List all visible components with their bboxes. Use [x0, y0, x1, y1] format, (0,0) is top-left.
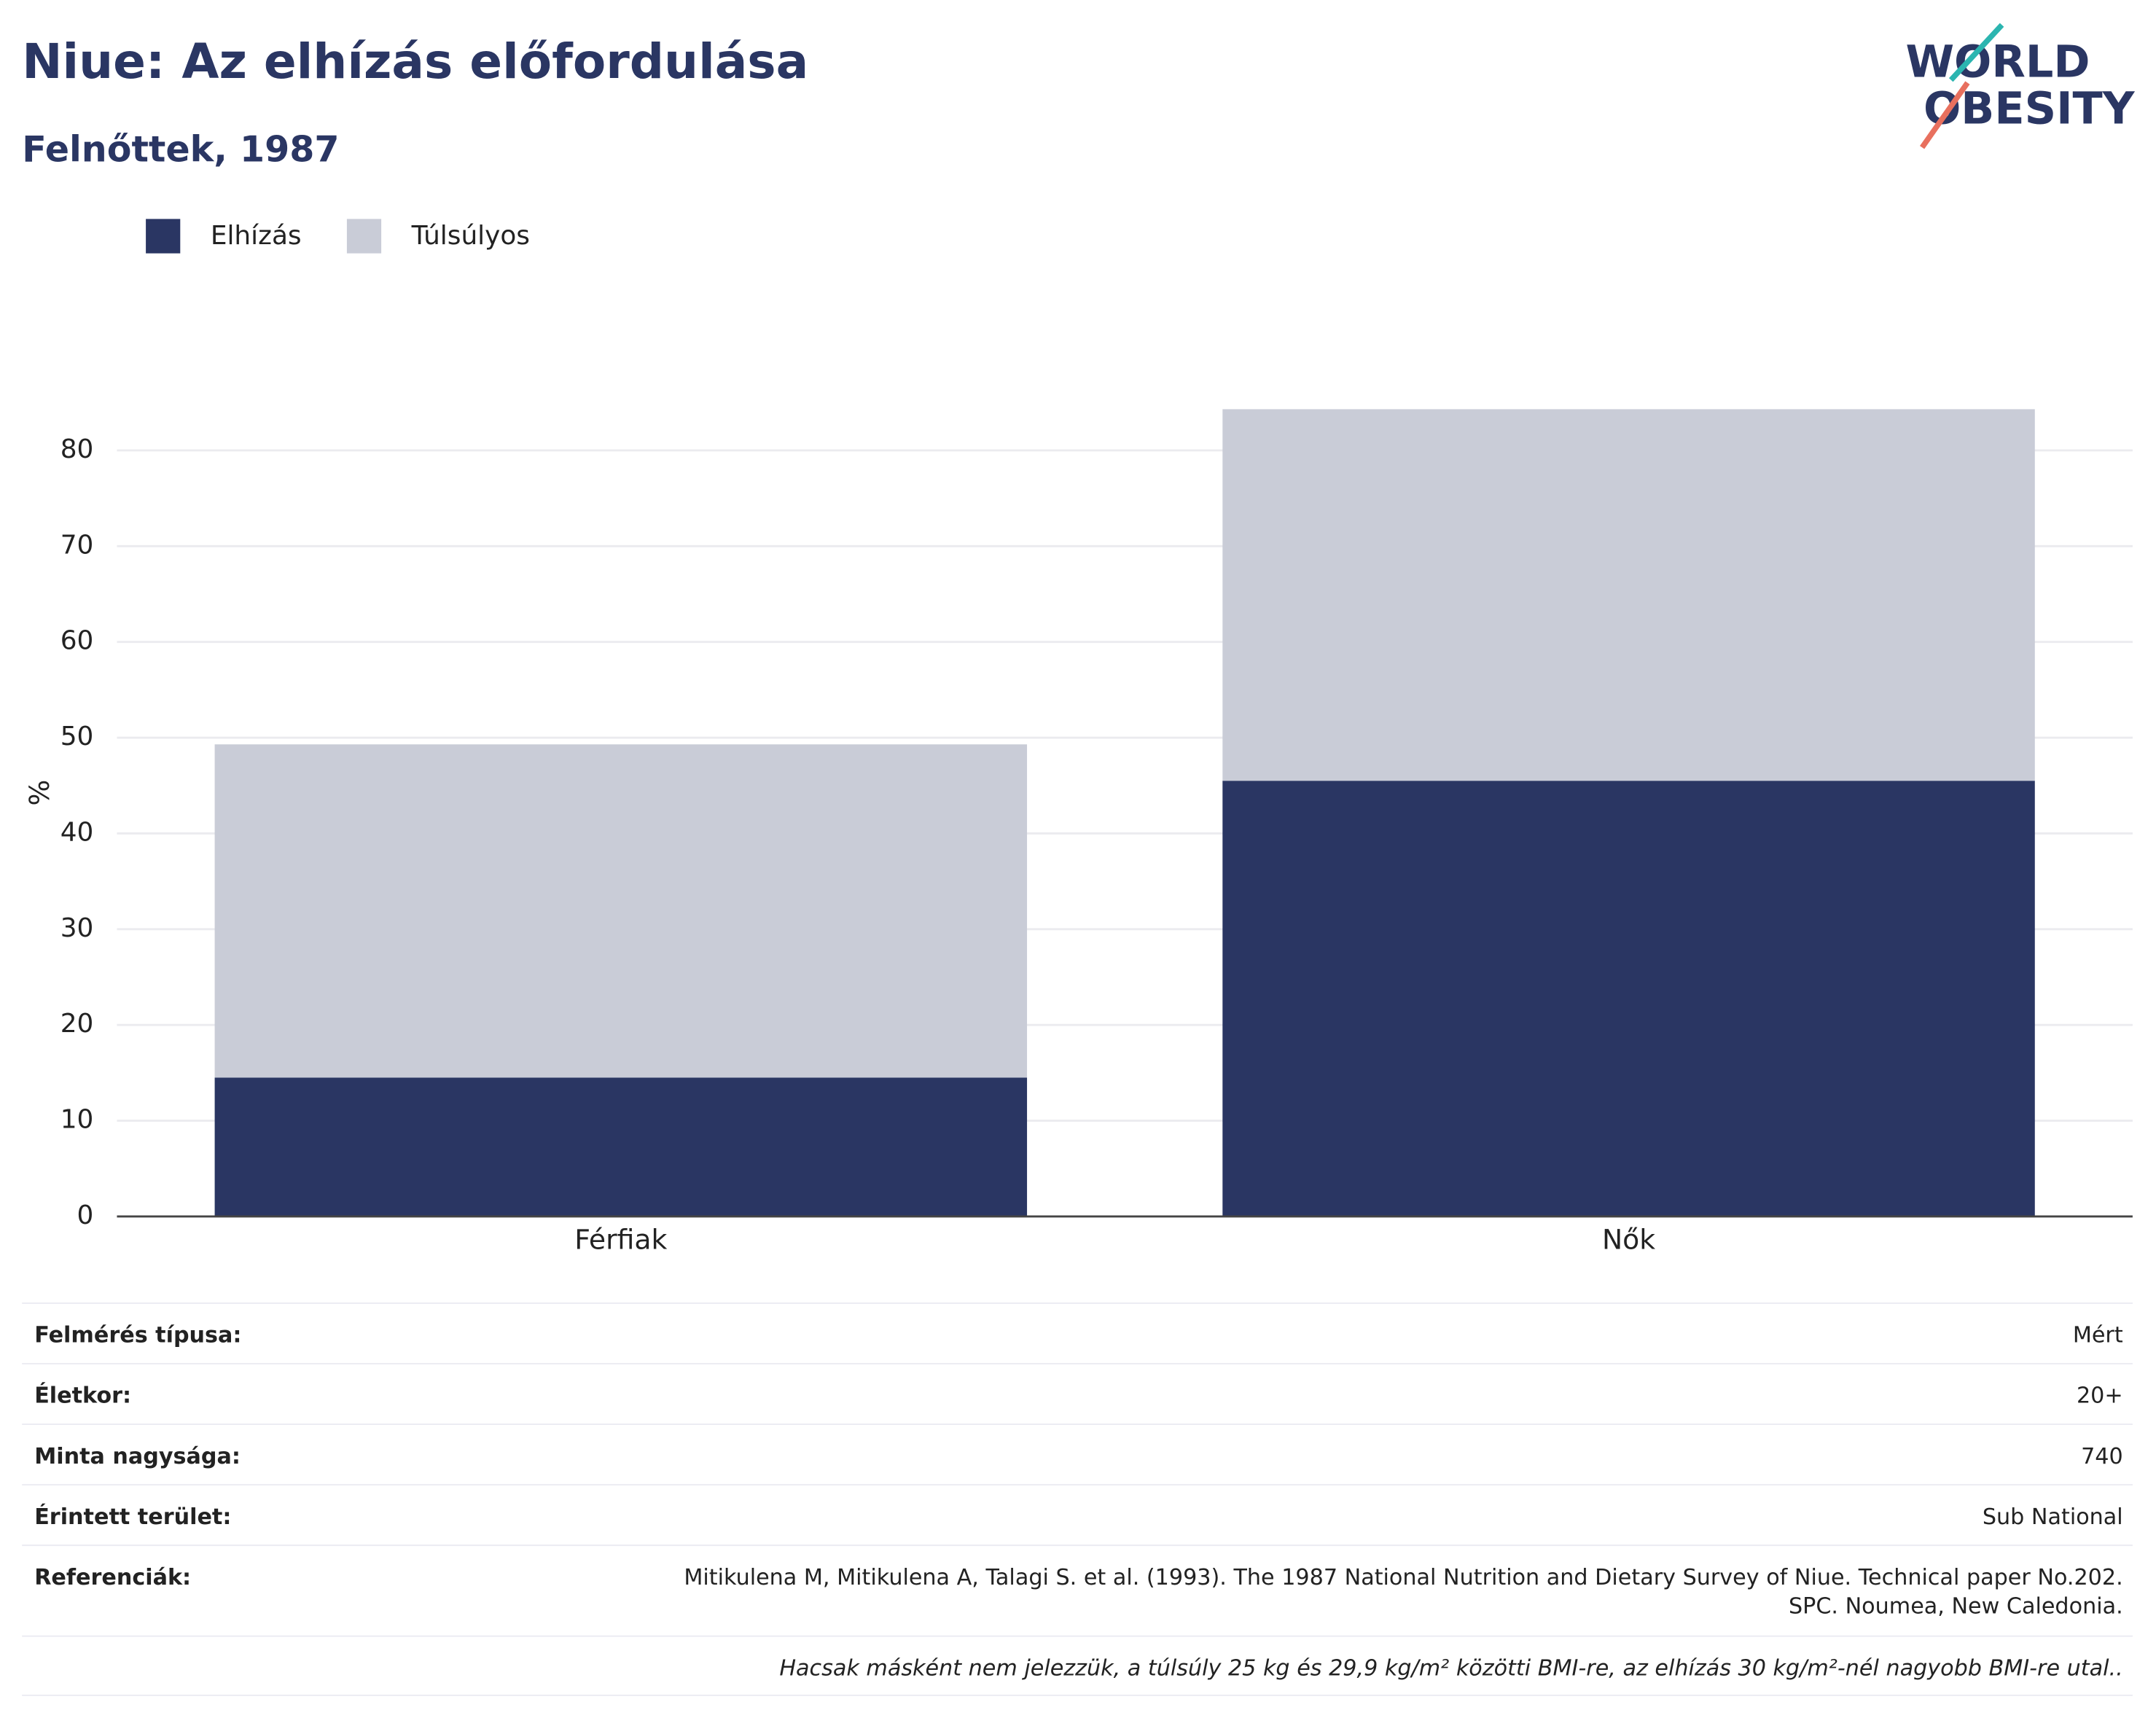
logo-slash	[1948, 23, 2004, 82]
y-tick-label: 0	[77, 1200, 94, 1230]
y-tick-label: 50	[60, 722, 94, 751]
chart-title: Niue: Az elhízás előfordulása	[22, 34, 808, 90]
legend-label: Túlsúlyos	[411, 221, 530, 251]
y-tick-label: 40	[60, 817, 94, 847]
logo-text: OBESITY	[1923, 84, 2136, 135]
bar	[1222, 409, 2035, 781]
info-label: Életkor:	[34, 1383, 131, 1409]
info-value: Mitikulena M, Mitikulena A, Talagi S. et…	[684, 1565, 2122, 1590]
info-value: SPC. Noumea, New Caledonia.	[1789, 1594, 2123, 1620]
legend-swatch	[146, 219, 181, 254]
y-tick-label: 30	[60, 913, 94, 943]
y-tick-label: 80	[60, 434, 94, 464]
y-tick-label: 10	[60, 1105, 94, 1135]
info-label: Minta nagysága:	[34, 1444, 241, 1469]
info-value: 740	[2081, 1444, 2123, 1469]
info-value: Sub National	[1983, 1504, 2123, 1530]
info-label: Referenciák:	[34, 1565, 191, 1590]
footnote: Hacsak másként nem jelezzük, a túlsúly 2…	[779, 1656, 2122, 1682]
info-value: Mért	[2073, 1323, 2123, 1348]
y-tick-label: 20	[60, 1009, 94, 1039]
chart-subtitle: Felnőttek, 1987	[22, 128, 339, 170]
bar	[214, 744, 1028, 1078]
bar	[1222, 781, 2035, 1216]
x-tick-label: Férfiak	[574, 1223, 667, 1255]
logo-text: WORLD	[1905, 37, 2090, 88]
y-tick-label: 60	[60, 626, 94, 656]
info-value: 20+	[2077, 1383, 2123, 1409]
legend-swatch	[346, 219, 382, 254]
y-axis-label: %	[23, 780, 55, 806]
x-tick-label: Nők	[1602, 1223, 1655, 1255]
info-label: Érintett terület:	[34, 1504, 231, 1530]
logo-slash	[1920, 81, 1970, 149]
bar	[214, 1077, 1028, 1216]
legend-label: Elhízás	[211, 221, 302, 251]
y-tick-label: 70	[60, 530, 94, 560]
info-label: Felmérés típusa:	[34, 1323, 241, 1348]
